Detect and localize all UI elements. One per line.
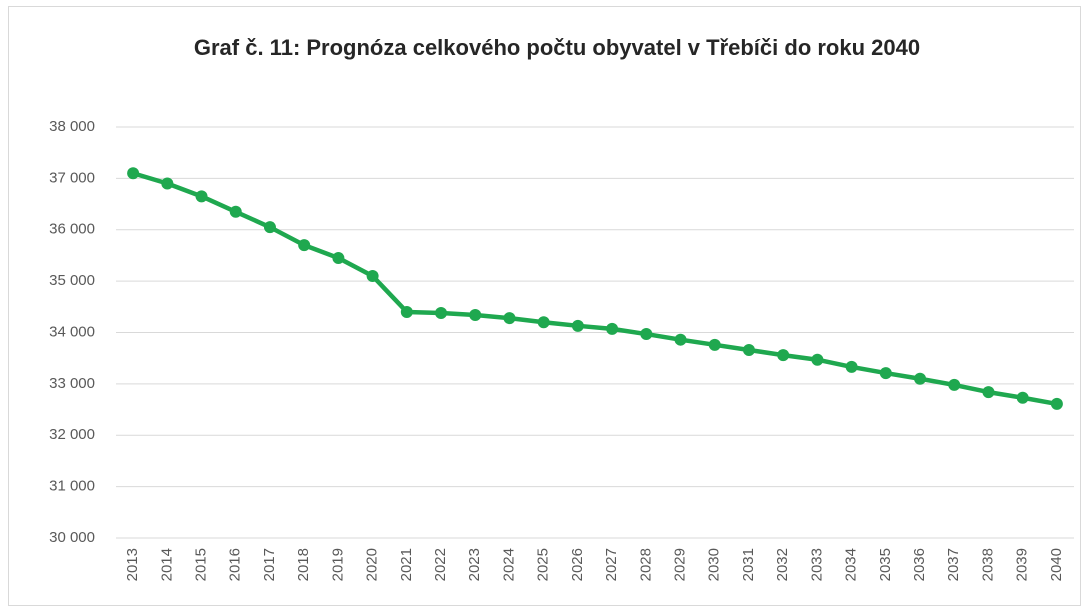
y-tick-label: 33 000 <box>49 375 95 392</box>
x-tick-label: 2015 <box>193 548 210 581</box>
data-line <box>132 171 1058 407</box>
data-point <box>845 360 858 373</box>
data-point <box>366 269 379 282</box>
data-point <box>640 328 653 341</box>
x-tick-label: 2026 <box>569 548 586 581</box>
data-point <box>127 167 140 180</box>
data-point <box>298 239 311 252</box>
x-tick-label: 2029 <box>672 548 689 581</box>
x-tick-label: 2031 <box>740 548 757 581</box>
chart-frame <box>8 6 1081 606</box>
data-point <box>811 353 824 366</box>
data-point <box>161 177 174 190</box>
y-tick-label: 31 000 <box>49 478 95 495</box>
y-tick-label: 34 000 <box>49 323 95 340</box>
x-tick-label: 2032 <box>774 548 791 581</box>
data-point <box>948 378 961 391</box>
data-point <box>469 309 482 322</box>
x-tick-label: 2018 <box>295 548 312 581</box>
data-point <box>571 319 584 332</box>
x-tick-label: 2036 <box>911 548 928 581</box>
x-tick-label: 2034 <box>843 548 860 581</box>
data-point <box>229 205 242 218</box>
data-point <box>537 316 550 329</box>
x-tick-label: 2037 <box>945 548 962 581</box>
y-tick-label: 32 000 <box>49 426 95 443</box>
x-tick-label: 2019 <box>329 548 346 581</box>
data-point <box>708 338 721 351</box>
x-tick-label: 2016 <box>227 548 244 581</box>
x-tick-label: 2028 <box>637 548 654 581</box>
x-tick-label: 2022 <box>432 548 449 581</box>
x-tick-label: 2035 <box>877 548 894 581</box>
y-tick-label: 30 000 <box>49 529 95 546</box>
data-point <box>1050 397 1063 410</box>
x-tick-label: 2014 <box>158 548 175 581</box>
data-point <box>1016 391 1029 404</box>
x-tick-label: 2033 <box>808 548 825 581</box>
y-tick-label: 35 000 <box>49 272 95 289</box>
data-point <box>674 333 687 346</box>
data-point <box>742 343 755 356</box>
data-point <box>400 305 413 318</box>
data-point <box>606 322 619 335</box>
x-tick-label: 2039 <box>1014 548 1031 581</box>
x-tick-label: 2025 <box>535 548 552 581</box>
data-point <box>435 306 448 319</box>
x-tick-label: 2038 <box>979 548 996 581</box>
x-tick-label: 2023 <box>466 548 483 581</box>
data-point <box>914 372 927 385</box>
x-tick-label: 2013 <box>124 548 141 581</box>
y-tick-label: 37 000 <box>49 169 95 186</box>
chart-title: Graf č. 11: Prognóza celkového počtu oby… <box>193 35 921 60</box>
x-tick-label: 2024 <box>500 548 517 581</box>
y-tick-label: 36 000 <box>49 221 95 238</box>
data-point <box>777 349 790 362</box>
data-point <box>332 252 345 265</box>
data-point <box>195 190 208 203</box>
x-tick-label: 2030 <box>706 548 723 581</box>
x-tick-label: 2021 <box>398 548 415 581</box>
data-point <box>263 221 276 234</box>
data-point <box>982 386 995 399</box>
x-tick-label: 2027 <box>603 548 620 581</box>
y-tick-label: 38 000 <box>49 118 95 135</box>
data-point <box>879 367 892 380</box>
data-point <box>503 312 516 325</box>
x-tick-label: 2017 <box>261 548 278 581</box>
x-tick-label: 2020 <box>364 548 381 581</box>
x-tick-label: 2040 <box>1048 548 1065 581</box>
